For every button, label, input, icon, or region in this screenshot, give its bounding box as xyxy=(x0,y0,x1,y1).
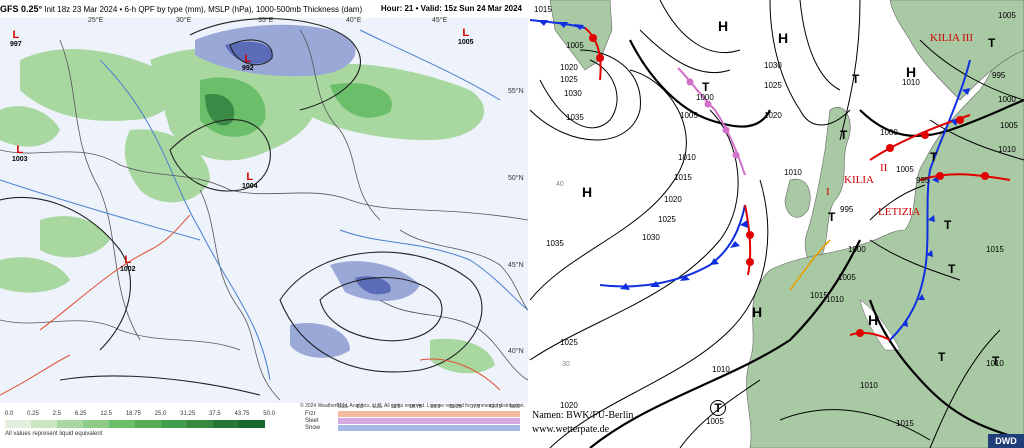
model-name: GFS 0.25° xyxy=(0,4,43,14)
low-pressure-center: L 992 xyxy=(242,53,254,73)
system-name: II xyxy=(880,162,888,174)
trough-marker: T xyxy=(948,262,956,276)
high-pressure-center: H xyxy=(778,30,789,46)
svg-text:1010: 1010 xyxy=(784,168,802,177)
svg-text:1020: 1020 xyxy=(764,111,782,120)
svg-text:1005: 1005 xyxy=(838,273,856,282)
svg-text:1010: 1010 xyxy=(902,78,920,87)
high-pressure-center: H xyxy=(868,312,879,328)
system-name: KILIA III xyxy=(930,32,974,44)
svg-text:1000: 1000 xyxy=(998,95,1016,104)
svg-text:995: 995 xyxy=(916,176,930,185)
lon-label: 35°E xyxy=(258,17,274,24)
high-pressure-center: H xyxy=(906,64,917,80)
trough-marker: T xyxy=(702,80,710,94)
legend-note: All values represent liquid equivalent xyxy=(5,431,103,437)
trough-marker: T xyxy=(710,400,726,416)
svg-text:1035: 1035 xyxy=(566,113,584,122)
svg-text:1030: 1030 xyxy=(642,233,660,242)
svg-text:1005: 1005 xyxy=(998,11,1016,20)
precip-type-labels: Frzr Sleet Snow xyxy=(305,411,321,431)
svg-text:1005: 1005 xyxy=(1000,121,1018,130)
hour-label: Hour: 21 xyxy=(380,4,414,13)
svg-text:1035: 1035 xyxy=(546,239,564,248)
svg-text:1020: 1020 xyxy=(560,401,578,410)
svg-text:1000: 1000 xyxy=(880,128,898,137)
lon-label: 40°E xyxy=(346,17,362,24)
svg-text:1005: 1005 xyxy=(706,417,724,426)
lon-label: 25°E xyxy=(88,17,104,24)
low-pressure-center: L 1005 xyxy=(458,27,474,47)
svg-text:1015: 1015 xyxy=(810,291,828,300)
svg-text:1005: 1005 xyxy=(680,111,698,120)
lon-label: 30°E xyxy=(176,17,192,24)
svg-text:1025: 1025 xyxy=(560,338,578,347)
lat-label: 45°N xyxy=(508,262,524,269)
surface-analysis-panel: 1015 1005 1020 1025 1030 1035 1000 1005 1010 101… xyxy=(530,0,1024,448)
svg-text:1025: 1025 xyxy=(560,75,578,84)
svg-text:1005: 1005 xyxy=(896,165,914,174)
system-name: I xyxy=(826,186,830,198)
low-pressure-center: L 1002 xyxy=(120,254,136,274)
lat-label: 55°N xyxy=(508,88,524,95)
footer-credit: Namen: BWK/FU-Berlin xyxy=(532,410,634,421)
trough-marker: T xyxy=(930,150,938,164)
svg-text:30: 30 xyxy=(562,361,570,368)
svg-text:1020: 1020 xyxy=(560,63,578,72)
system-name: LETIZIA xyxy=(878,206,921,218)
svg-text:1005: 1005 xyxy=(566,41,584,50)
lon-label: 45°E xyxy=(432,17,448,24)
trough-marker: T xyxy=(840,128,848,142)
svg-text:995: 995 xyxy=(840,205,854,214)
svg-text:1015: 1015 xyxy=(896,419,914,428)
copyright-text: © 2024 WeatherBELL Analytics, LLC. All r… xyxy=(300,403,525,409)
trough-marker: T xyxy=(828,210,836,224)
svg-text:1020: 1020 xyxy=(664,195,682,204)
dwd-logo: DWD xyxy=(988,434,1024,448)
header-valid-time: Hour: 21 • Valid: 15z Sun 24 Mar 2024 xyxy=(380,4,522,13)
trough-marker: T xyxy=(938,350,946,364)
high-pressure-center: H xyxy=(752,304,763,320)
svg-text:1010: 1010 xyxy=(998,145,1016,154)
high-pressure-center: H xyxy=(582,184,593,200)
high-pressure-center: H xyxy=(718,18,729,34)
system-name: KILIA xyxy=(844,174,874,186)
trough-marker: T xyxy=(992,354,1000,368)
svg-text:1000: 1000 xyxy=(696,93,714,102)
svg-text:40: 40 xyxy=(556,181,564,188)
svg-text:1030: 1030 xyxy=(564,89,582,98)
lat-label: 50°N xyxy=(508,175,524,182)
gfs-map-panel: GFS 0.25° Init 18z 23 Mar 2024 • 6-h QPF… xyxy=(0,0,528,437)
low-pressure-center: L 1004 xyxy=(242,171,258,191)
svg-text:995: 995 xyxy=(992,71,1006,80)
gfs-header: GFS 0.25° Init 18z 23 Mar 2024 • 6-h QPF… xyxy=(0,0,528,18)
footer-url[interactable]: www.wetterpate.de xyxy=(532,424,610,435)
low-pressure-center: L 1003 xyxy=(12,144,28,164)
svg-text:1015: 1015 xyxy=(534,5,552,14)
trough-marker: T xyxy=(988,36,996,50)
svg-text:1025: 1025 xyxy=(764,81,782,90)
svg-text:1025: 1025 xyxy=(658,215,676,224)
svg-text:1010: 1010 xyxy=(678,153,696,162)
svg-text:1010: 1010 xyxy=(712,365,730,374)
trough-marker: T xyxy=(944,218,952,232)
svg-text:1000: 1000 xyxy=(848,245,866,254)
gfs-map-graphic xyxy=(0,18,528,431)
svg-text:1015: 1015 xyxy=(986,245,1004,254)
header-description: Init 18z 23 Mar 2024 • 6-h QPF by type (… xyxy=(44,5,363,14)
svg-text:1010: 1010 xyxy=(826,295,844,304)
low-pressure-center: L 997 xyxy=(10,29,22,49)
svg-text:1010: 1010 xyxy=(986,359,1004,368)
trough-marker: T xyxy=(852,72,860,86)
svg-text:1015: 1015 xyxy=(674,173,692,182)
type-legend-ticks: 0.25 2.5 6.25 12.5 18.75 25.0 31.25 37.5 43.75 50… xyxy=(338,404,520,410)
svg-text:1030: 1030 xyxy=(764,61,782,70)
svg-text:1010: 1010 xyxy=(860,381,878,390)
rain-legend-ticks: 0.0 0.25 2.5 6.25 12.5 18.75 25.0 31.25 37.5 43.7… xyxy=(5,411,275,417)
lat-label: 40°N xyxy=(508,348,524,355)
valid-label: Valid: 15z Sun 24 Mar 2024 xyxy=(420,4,522,13)
